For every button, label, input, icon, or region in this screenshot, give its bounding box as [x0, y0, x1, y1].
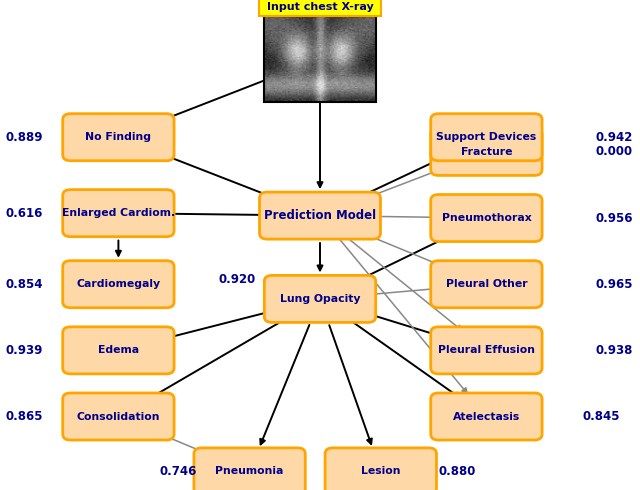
FancyBboxPatch shape [431, 128, 542, 175]
Text: Fracture: Fracture [461, 147, 512, 157]
Text: Pneumonia: Pneumonia [216, 466, 284, 476]
Text: 0.746: 0.746 [159, 465, 196, 478]
FancyBboxPatch shape [63, 114, 174, 161]
FancyBboxPatch shape [194, 448, 305, 490]
Text: Pleural Other: Pleural Other [445, 279, 527, 289]
Text: Lesion: Lesion [361, 466, 401, 476]
Text: 0.889: 0.889 [6, 131, 43, 144]
FancyBboxPatch shape [260, 192, 380, 239]
Text: Pleural Effusion: Pleural Effusion [438, 345, 535, 355]
Text: 0.942: 0.942 [596, 131, 633, 144]
Text: 0.845: 0.845 [583, 410, 620, 423]
Text: 0.854: 0.854 [6, 278, 43, 291]
FancyBboxPatch shape [431, 327, 542, 374]
Text: 0.920: 0.920 [218, 273, 255, 286]
Text: 0.965: 0.965 [596, 278, 633, 291]
FancyBboxPatch shape [63, 190, 174, 237]
Text: 0.938: 0.938 [596, 344, 633, 357]
FancyBboxPatch shape [264, 275, 376, 322]
Text: 0.956: 0.956 [596, 212, 633, 224]
Text: Support Devices: Support Devices [436, 132, 536, 142]
Text: 0.880: 0.880 [439, 465, 476, 478]
FancyBboxPatch shape [431, 195, 542, 242]
Text: Input chest X-ray: Input chest X-ray [267, 2, 373, 12]
FancyBboxPatch shape [259, 0, 381, 16]
Text: Prediction Model: Prediction Model [264, 209, 376, 222]
Text: Cardiomegaly: Cardiomegaly [76, 279, 161, 289]
Text: Pneumothorax: Pneumothorax [442, 213, 531, 223]
FancyBboxPatch shape [63, 261, 174, 308]
Text: 0.616: 0.616 [6, 207, 43, 220]
FancyBboxPatch shape [431, 261, 542, 308]
FancyBboxPatch shape [431, 114, 542, 161]
Text: 0.000: 0.000 [596, 146, 633, 158]
Text: Atelectasis: Atelectasis [452, 412, 520, 421]
FancyBboxPatch shape [325, 448, 436, 490]
FancyBboxPatch shape [431, 393, 542, 440]
Text: Enlarged Cardiom.: Enlarged Cardiom. [62, 208, 175, 218]
Text: Lung Opacity: Lung Opacity [280, 294, 360, 304]
Text: 0.865: 0.865 [6, 410, 43, 423]
FancyBboxPatch shape [63, 327, 174, 374]
Text: Edema: Edema [98, 345, 139, 355]
FancyBboxPatch shape [63, 393, 174, 440]
Text: No Finding: No Finding [85, 132, 152, 142]
Text: 0.939: 0.939 [6, 344, 43, 357]
Text: Consolidation: Consolidation [77, 412, 160, 421]
